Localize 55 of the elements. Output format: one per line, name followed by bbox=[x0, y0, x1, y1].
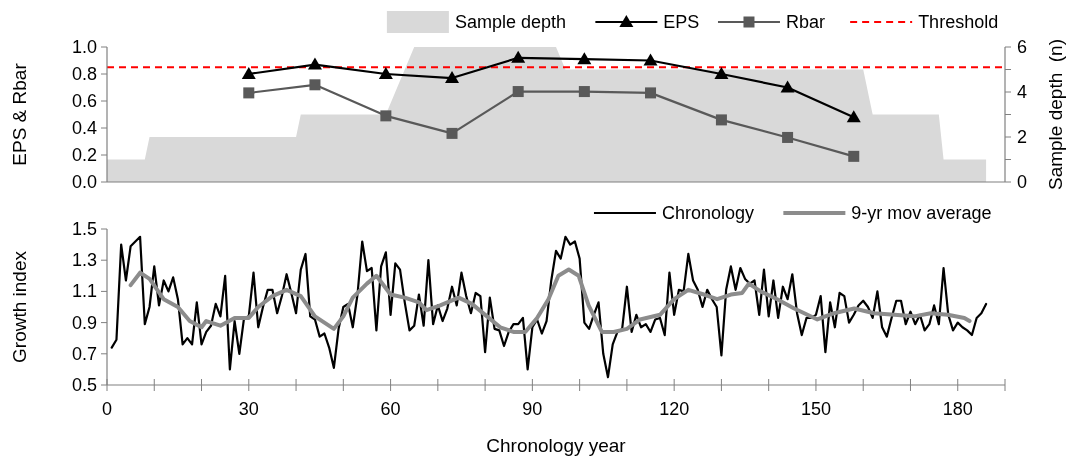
legend-label: Sample depth bbox=[454, 12, 566, 32]
x-tick-label: 90 bbox=[522, 399, 543, 419]
x-tick-label: 120 bbox=[659, 399, 690, 419]
y2-axis-title: Sample depth (n) bbox=[1045, 38, 1066, 191]
point bbox=[577, 52, 592, 65]
y-tick-label: 0.2 bbox=[71, 145, 97, 165]
point bbox=[511, 50, 526, 63]
y-tick-label: 0.8 bbox=[71, 64, 97, 84]
legend-label: Rbar bbox=[785, 12, 825, 32]
point bbox=[643, 53, 658, 66]
legend-label: EPS bbox=[663, 12, 700, 32]
point bbox=[378, 67, 393, 79]
y-tick-label: 1.5 bbox=[71, 219, 97, 239]
y2-tick-label: 4 bbox=[1017, 82, 1028, 102]
x-tick-label: 150 bbox=[800, 399, 831, 419]
y-tick-label: 0.6 bbox=[71, 91, 97, 111]
y2-tick-label: 0 bbox=[1017, 172, 1028, 192]
y-tick-label: 0.5 bbox=[71, 375, 97, 395]
y-tick-label: 0.4 bbox=[71, 118, 97, 138]
point bbox=[380, 110, 392, 122]
point bbox=[714, 67, 729, 79]
point bbox=[445, 71, 460, 84]
x-tick-label: 30 bbox=[238, 399, 259, 419]
y-tick-label: 1.1 bbox=[71, 281, 97, 302]
point bbox=[780, 80, 795, 93]
line-series bbox=[128, 267, 972, 334]
y-axis-title: EPS & Rbar bbox=[9, 62, 30, 166]
x-tick-label: 180 bbox=[942, 399, 973, 419]
point bbox=[645, 87, 657, 99]
point bbox=[578, 86, 590, 98]
y-tick-label: 0.7 bbox=[71, 343, 97, 364]
point bbox=[782, 131, 794, 143]
point bbox=[446, 127, 458, 139]
y-axis-title: Growth index bbox=[9, 250, 30, 363]
y-tick-label: 0.0 bbox=[71, 172, 97, 192]
y2-tick-label: 6 bbox=[1017, 37, 1028, 57]
y2-tick-label: 2 bbox=[1017, 127, 1028, 147]
x-tick-label: 60 bbox=[380, 399, 401, 419]
point bbox=[243, 87, 255, 99]
legend-label: Chronology bbox=[661, 203, 755, 223]
y-tick-label: 1.3 bbox=[71, 250, 97, 271]
point bbox=[241, 67, 256, 79]
legend-label: 9-yr mov average bbox=[851, 203, 992, 223]
y-tick-label: 1.0 bbox=[71, 37, 97, 57]
point bbox=[846, 110, 861, 123]
point bbox=[848, 150, 860, 162]
point bbox=[307, 57, 322, 70]
x-tick-label: 0 bbox=[101, 399, 113, 419]
x-axis-title: Chronology year bbox=[486, 435, 627, 456]
point bbox=[512, 86, 524, 98]
point bbox=[309, 79, 321, 91]
y-tick-label: 0.9 bbox=[71, 312, 97, 333]
point bbox=[715, 114, 727, 126]
legend-label: Threshold bbox=[918, 12, 999, 32]
line-series bbox=[110, 235, 988, 379]
